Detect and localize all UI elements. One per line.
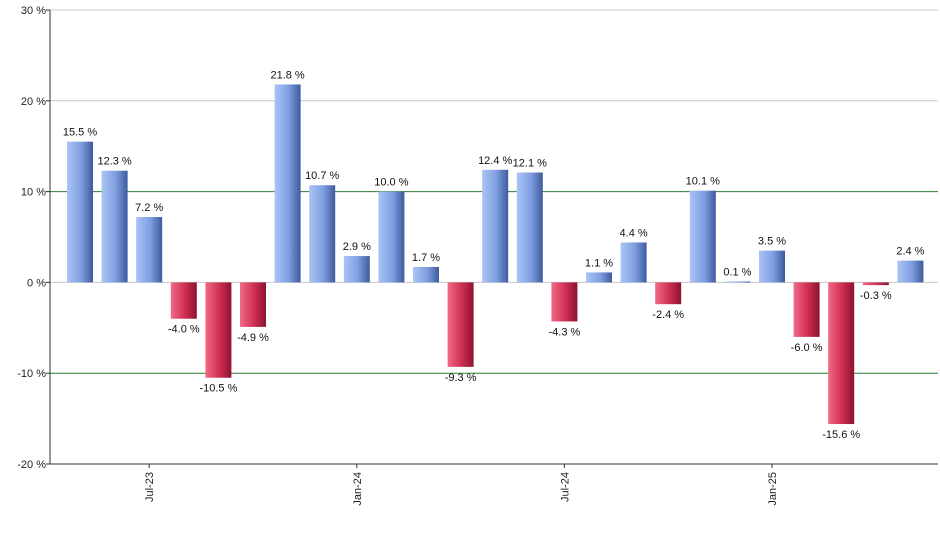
bar-data-label: -15.6 %	[822, 429, 860, 441]
bar	[274, 84, 301, 283]
y-tick-label: 30 %	[21, 5, 46, 17]
bar	[655, 282, 682, 305]
bar-data-label: 12.4 %	[478, 155, 512, 167]
bar-data-label: 4.4 %	[620, 227, 648, 239]
bar	[897, 260, 924, 283]
bar-data-label: 3.5 %	[758, 236, 786, 248]
bar-data-label: 2.9 %	[343, 241, 371, 253]
y-tick-label: 20 %	[21, 96, 46, 108]
bar-data-label: 7.2 %	[135, 202, 163, 214]
bar	[828, 282, 855, 425]
bar	[205, 282, 232, 378]
y-tick-label: -20 %	[17, 459, 46, 471]
bar-data-label: 12.3 %	[97, 156, 131, 168]
bar	[586, 272, 612, 283]
bar-data-label: -0.3 %	[860, 290, 892, 302]
bar-data-label: 10.1 %	[686, 176, 720, 188]
bar	[793, 282, 820, 337]
bar	[413, 266, 439, 283]
bar-data-label: 1.1 %	[585, 257, 613, 269]
bar-data-label: 21.8 %	[270, 69, 304, 81]
bar-data-label: 1.7 %	[412, 252, 440, 264]
x-tick-label: Jul-24	[559, 472, 571, 502]
axes: -20 % -10 % 0 % 10 % 20 % 30 % Jul-23 Jan-24 Jul…	[17, 5, 938, 506]
y-tick-label: 10 %	[21, 187, 46, 199]
bar-data-label: 10.7 %	[305, 170, 339, 182]
bar	[378, 191, 405, 283]
bar	[67, 141, 93, 283]
y-tick-label: -10 %	[17, 368, 46, 380]
bar	[343, 256, 370, 283]
bar-data-label: 10.0 %	[374, 177, 408, 189]
bar	[551, 282, 578, 322]
bar-data-label: 12.1 %	[513, 158, 547, 170]
bar-data-label: -4.9 %	[237, 332, 269, 344]
bar-data-label: -10.5 %	[199, 383, 237, 395]
bar	[170, 282, 197, 319]
y-tick-label: 0 %	[27, 277, 46, 289]
bar	[482, 169, 509, 283]
x-tick-label: Jul-23	[144, 472, 156, 502]
bars	[67, 84, 924, 425]
bar-data-label: -4.0 %	[168, 324, 200, 336]
bar-data-label: -6.0 %	[791, 342, 823, 354]
bar-data-label: 0.1 %	[723, 266, 751, 278]
data-labels: 15.5 % 12.3 % 7.2 % -4.0 % -10.5 % -4.9 % 21.8…	[63, 69, 925, 441]
bar	[620, 242, 647, 283]
bar	[136, 217, 163, 283]
bar	[862, 282, 889, 286]
bar	[724, 281, 751, 283]
bar	[759, 250, 785, 283]
bar-data-label: -4.3 %	[549, 326, 581, 338]
bar	[447, 282, 474, 367]
bar	[516, 172, 543, 283]
bar	[689, 190, 716, 283]
bar-data-label: -2.4 %	[652, 309, 684, 321]
x-tick-label: Jan-24	[352, 472, 364, 506]
bar	[240, 282, 266, 327]
x-tick-label: Jan-25	[767, 472, 779, 506]
bar-data-label: 15.5 %	[63, 127, 97, 139]
bar-data-label: -9.3 %	[445, 372, 477, 384]
bar	[309, 185, 336, 283]
bar	[101, 170, 128, 283]
bar-data-label: 2.4 %	[896, 246, 924, 258]
